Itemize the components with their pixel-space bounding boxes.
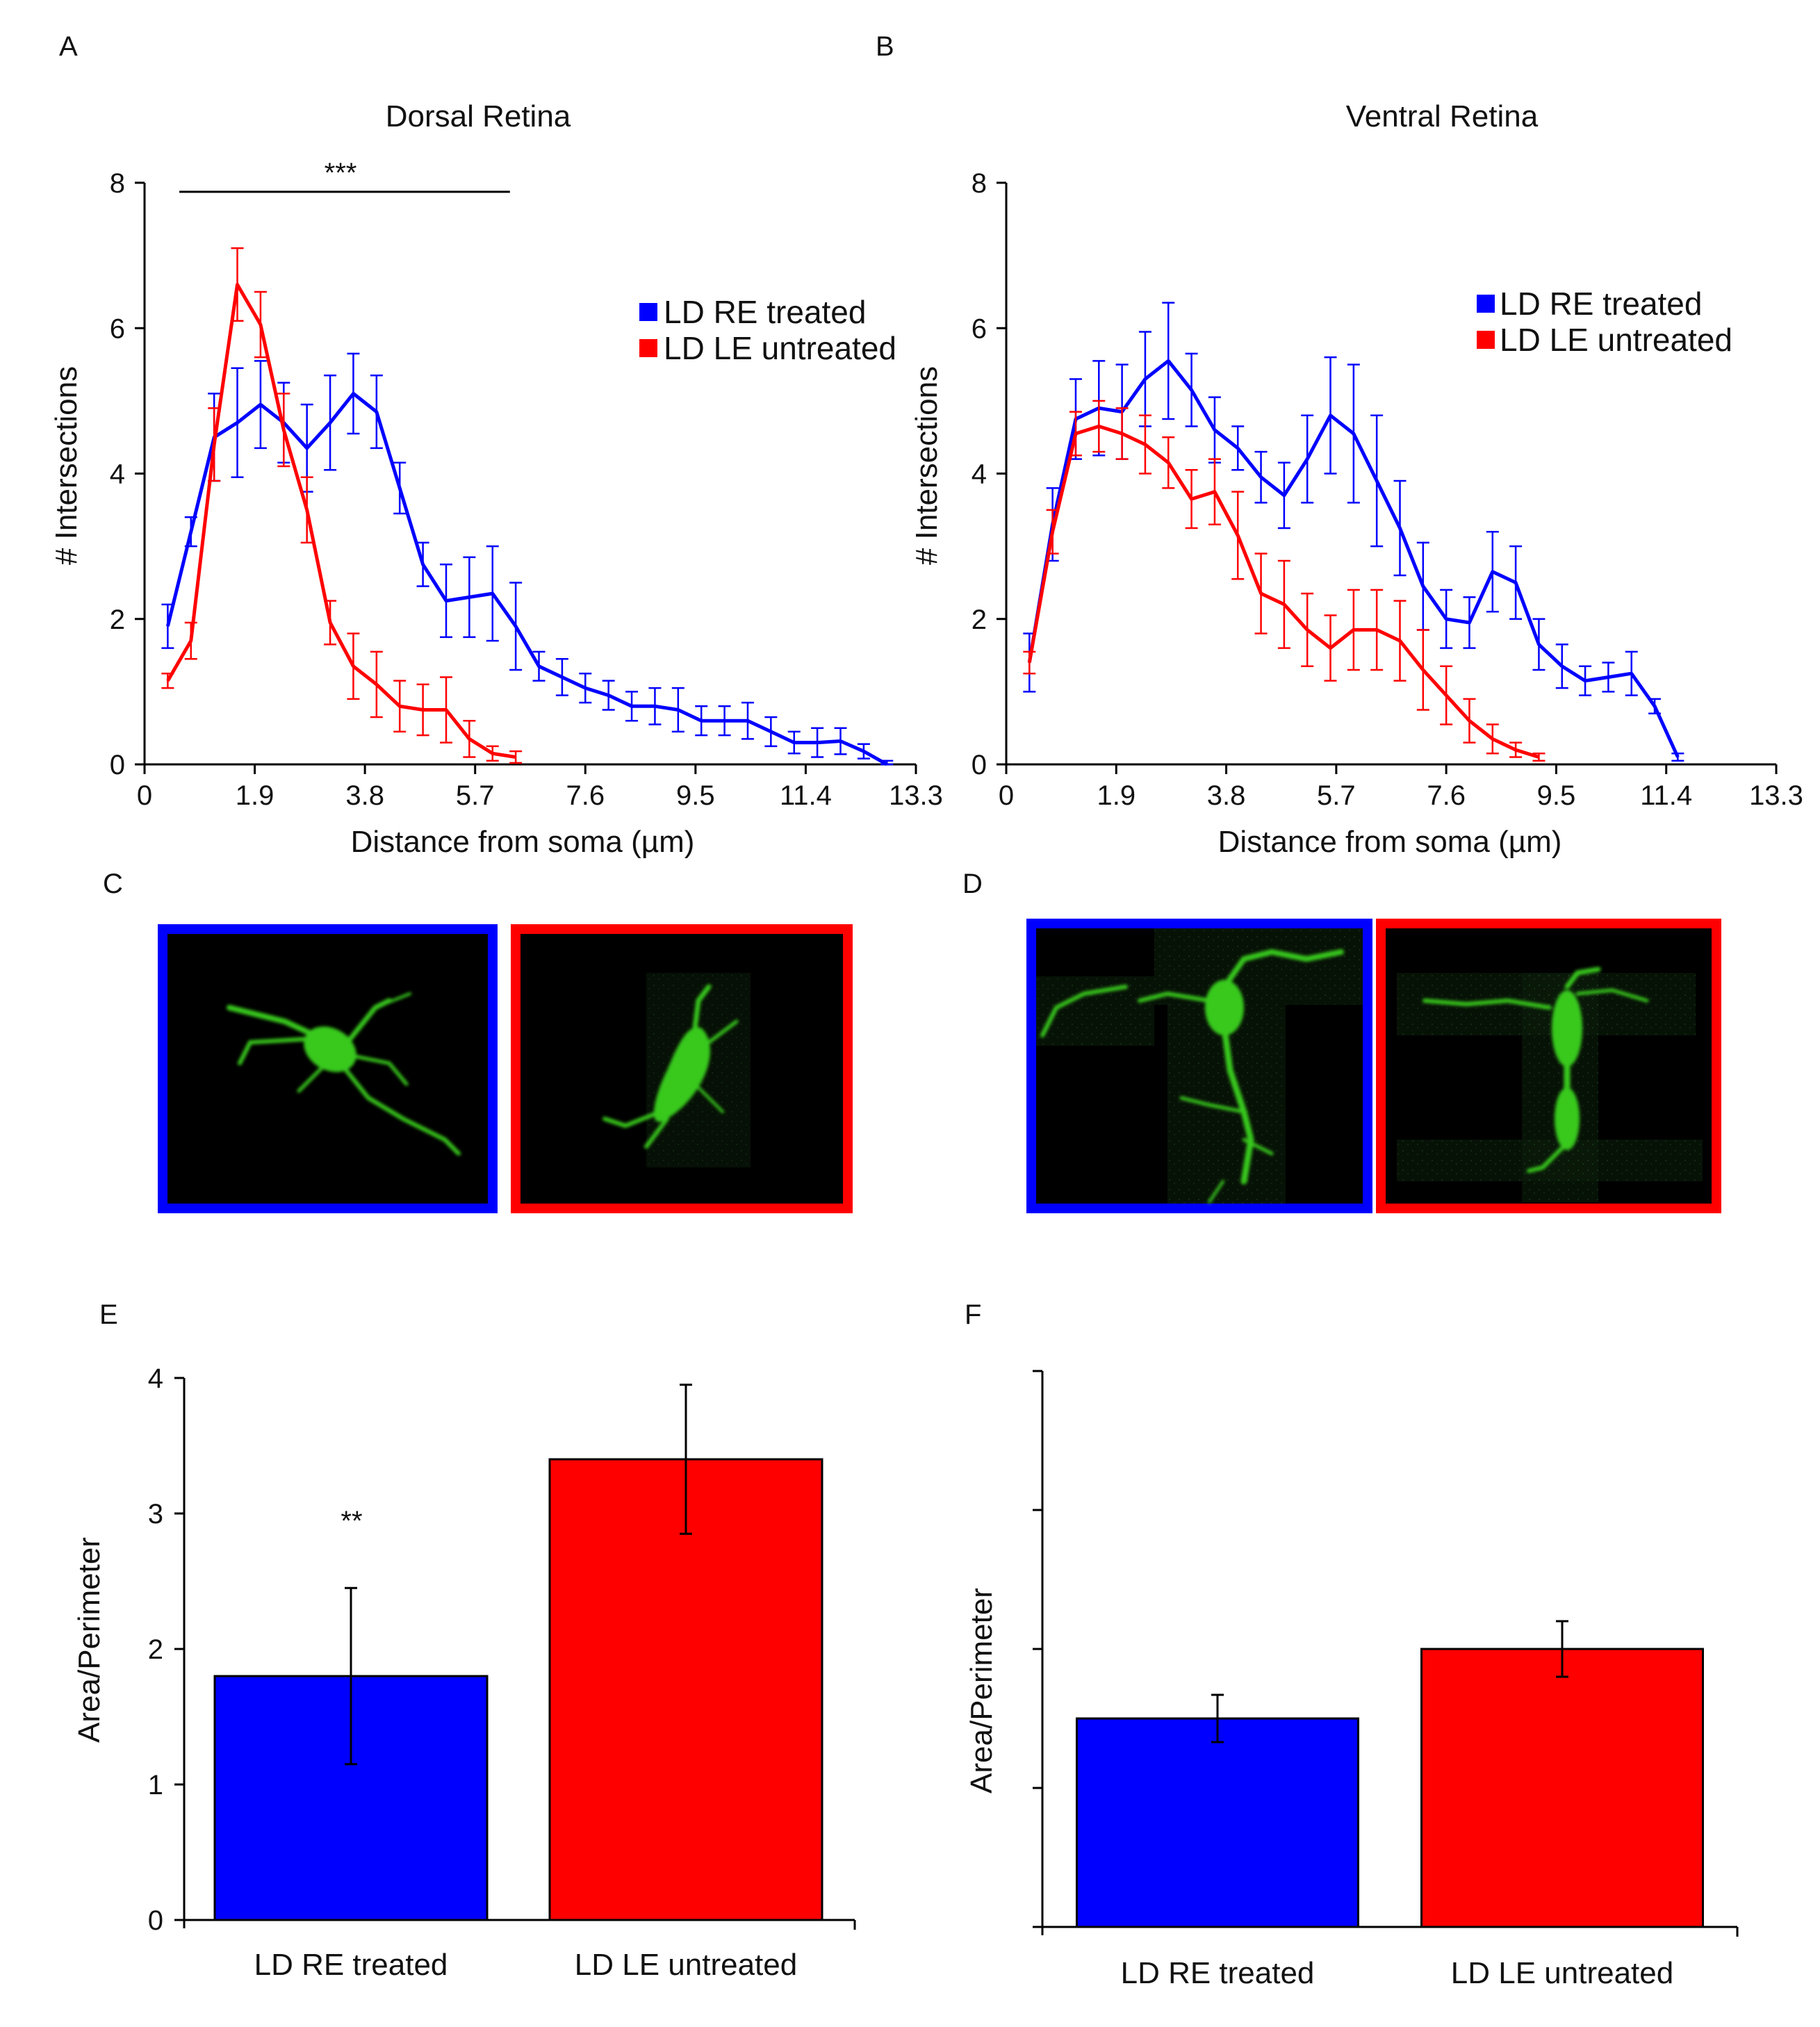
x-tick-label: 1.9: [236, 780, 274, 811]
x-tick-label: 0: [999, 780, 1014, 811]
legend-label-untreated: LD LE untreated: [1500, 322, 1732, 358]
category-label: LD LE untreated: [1451, 1956, 1673, 1990]
y-tick-label: 2: [148, 1634, 163, 1665]
y-tick-label: 0: [148, 1905, 163, 1936]
y-tick-label: 2: [110, 605, 125, 635]
chart-title: Ventral Retina: [1346, 99, 1539, 133]
x-tick-label: 3.8: [1207, 780, 1246, 811]
y-tick-label: 8: [110, 168, 125, 199]
bar-treated: [1076, 1717, 1359, 1928]
category-label: LD RE treated: [254, 1948, 448, 1982]
x-axis-label: Distance from soma (µm): [351, 825, 695, 859]
y-tick-label: 0: [972, 750, 987, 780]
legend-swatch-untreated: [639, 339, 657, 357]
panel-letter-a: A: [59, 31, 78, 62]
micrograph-d-untreated: [1376, 919, 1721, 1213]
panel-b-chart: B Ventral Retina # Intersections Distanc…: [876, 31, 1803, 859]
panel-f-chart: F Area/Perimeter LD RE treated LD LE untr…: [965, 1299, 1739, 1990]
x-tick-label: 7.6: [566, 780, 605, 811]
x-tick-label: 5.7: [456, 780, 495, 811]
series-line-untreated: [1027, 425, 1540, 759]
y-axis-label: Area/Perimeter: [72, 1537, 106, 1743]
series-line-treated: [1027, 359, 1680, 758]
micrograph-c-treated: [158, 924, 498, 1213]
y-tick-label: 8: [972, 168, 987, 199]
y-tick-label: 6: [972, 313, 987, 344]
dendritic-cell-image: [1423, 967, 1649, 1173]
legend-swatch-treated: [639, 303, 657, 321]
x-axis-label: Distance from soma (µm): [1218, 825, 1562, 859]
bar-untreated: [548, 1458, 823, 1921]
micrograph-d-treated: [1026, 919, 1372, 1213]
x-tick-label: 0: [137, 780, 152, 811]
panel-a-chart: A Dorsal Retina # Intersections Distance…: [49, 31, 943, 859]
legend-swatch-untreated: [1477, 331, 1495, 349]
series-line-untreated: [166, 283, 516, 759]
x-tick-label: 9.5: [1537, 780, 1576, 811]
panel-letter-c: C: [103, 869, 123, 899]
micrograph-c-untreated: [511, 924, 853, 1213]
panel-e-chart: E Area/Perimeter ** 0 1 2 3 4 LD RE treated LD…: [72, 1299, 856, 1982]
y-axis-label: # Intersections: [49, 366, 83, 565]
legend-label-treated: LD RE treated: [664, 294, 866, 330]
panel-letter-f: F: [965, 1299, 981, 1330]
legend-swatch-treated: [1477, 295, 1495, 313]
panel-letter-b: B: [876, 31, 894, 62]
x-tick-label: 7.6: [1427, 780, 1466, 811]
y-tick-label: 4: [110, 459, 125, 490]
y-tick-label: 0: [110, 750, 125, 780]
dendritic-cell-image: [1040, 949, 1344, 1204]
y-tick-label: 6: [110, 313, 125, 344]
significance-label: **: [341, 1506, 362, 1536]
legend-label-untreated: LD LE untreated: [664, 330, 896, 366]
y-tick-label: 3: [148, 1499, 163, 1529]
x-tick-label: 11.4: [1640, 780, 1692, 811]
y-tick-label: 4: [148, 1363, 163, 1394]
x-tick-label: 9.5: [676, 780, 715, 811]
panel-letter-e: E: [99, 1299, 118, 1330]
series-line-treated: [165, 391, 888, 766]
x-tick-label: 5.7: [1317, 780, 1356, 811]
significance-label: ***: [325, 158, 357, 188]
y-axis-label: # Intersections: [910, 366, 944, 565]
dendritic-cell-image: [602, 984, 739, 1149]
y-tick-label: 1: [148, 1770, 163, 1800]
category-label: LD LE untreated: [575, 1948, 797, 1982]
panel-letter-d: D: [962, 869, 983, 899]
x-tick-label: 3.8: [345, 780, 384, 811]
category-label: LD RE treated: [1121, 1956, 1315, 1990]
x-tick-label: 13.3: [1749, 780, 1803, 811]
x-tick-label: 1.9: [1097, 780, 1136, 811]
bar-untreated: [1420, 1648, 1704, 1928]
dendritic-cell-image: [227, 992, 461, 1156]
x-tick-label: 13.3: [889, 780, 943, 811]
y-tick-label: 4: [972, 459, 987, 490]
y-axis-label: Area/Perimeter: [965, 1588, 999, 1794]
y-tick-label: 2: [972, 605, 987, 635]
legend-label-treated: LD RE treated: [1500, 286, 1702, 322]
x-tick-label: 11.4: [780, 780, 832, 811]
chart-title: Dorsal Retina: [386, 99, 571, 133]
